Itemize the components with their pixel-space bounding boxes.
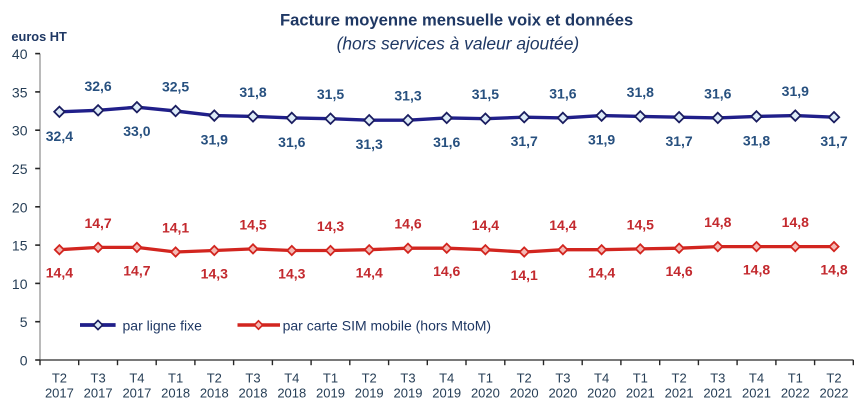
svg-text:14,5: 14,5: [239, 216, 266, 232]
svg-text:25: 25: [12, 161, 28, 177]
svg-text:T4: T4: [129, 371, 144, 386]
svg-text:Facture moyenne mensuelle voix: Facture moyenne mensuelle voix et donnée…: [280, 11, 633, 30]
svg-text:T3: T3: [555, 371, 570, 386]
svg-text:31,9: 31,9: [782, 83, 809, 99]
svg-text:2019: 2019: [432, 386, 461, 401]
svg-text:31,6: 31,6: [549, 85, 576, 101]
svg-text:T1: T1: [323, 371, 338, 386]
svg-text:32,6: 32,6: [84, 78, 111, 94]
svg-text:14,1: 14,1: [511, 267, 538, 283]
svg-text:10: 10: [12, 276, 28, 292]
svg-text:T2: T2: [672, 371, 687, 386]
svg-text:14,3: 14,3: [201, 266, 228, 282]
svg-text:par carte SIM mobile (hors Mto: par carte SIM mobile (hors MtoM): [283, 318, 492, 334]
svg-text:euros HT: euros HT: [11, 29, 67, 44]
svg-text:31,7: 31,7: [511, 133, 538, 149]
svg-text:32,5: 32,5: [162, 79, 189, 95]
svg-text:14,6: 14,6: [433, 263, 460, 279]
svg-text:2017: 2017: [45, 386, 74, 401]
svg-text:14,8: 14,8: [704, 214, 731, 230]
svg-text:T2: T2: [52, 371, 67, 386]
svg-text:T2: T2: [517, 371, 532, 386]
svg-text:14,3: 14,3: [317, 218, 344, 234]
svg-text:T3: T3: [91, 371, 106, 386]
svg-text:20: 20: [12, 199, 28, 215]
svg-text:(hors services à valeur ajouté: (hors services à valeur ajoutée): [337, 34, 580, 54]
svg-text:31,6: 31,6: [278, 134, 305, 150]
svg-text:14,1: 14,1: [162, 220, 189, 236]
svg-text:2017: 2017: [122, 386, 151, 401]
svg-text:31,3: 31,3: [356, 136, 383, 152]
svg-text:31,3: 31,3: [394, 88, 421, 104]
svg-text:T1: T1: [633, 371, 648, 386]
svg-text:2021: 2021: [703, 386, 732, 401]
svg-text:14,8: 14,8: [820, 262, 847, 278]
svg-text:31,9: 31,9: [201, 132, 228, 148]
svg-text:14,4: 14,4: [472, 217, 499, 233]
svg-text:2022: 2022: [781, 386, 810, 401]
svg-text:2020: 2020: [548, 386, 577, 401]
svg-text:14,7: 14,7: [84, 215, 111, 231]
svg-text:31,6: 31,6: [704, 85, 731, 101]
svg-text:14,4: 14,4: [46, 265, 73, 281]
svg-text:14,4: 14,4: [356, 265, 383, 281]
svg-text:14,4: 14,4: [549, 217, 576, 233]
svg-text:T4: T4: [439, 371, 454, 386]
svg-text:2018: 2018: [239, 386, 268, 401]
svg-text:2018: 2018: [200, 386, 229, 401]
svg-text:14,4: 14,4: [588, 265, 615, 281]
svg-text:31,8: 31,8: [627, 84, 654, 100]
svg-text:T4: T4: [284, 371, 299, 386]
svg-text:31,5: 31,5: [472, 86, 499, 102]
svg-text:T3: T3: [710, 371, 725, 386]
svg-text:2020: 2020: [510, 386, 539, 401]
svg-text:T1: T1: [168, 371, 183, 386]
svg-text:T4: T4: [749, 371, 764, 386]
svg-text:2019: 2019: [316, 386, 345, 401]
svg-text:31,8: 31,8: [743, 132, 770, 148]
svg-text:par ligne fixe: par ligne fixe: [123, 318, 203, 334]
svg-text:2019: 2019: [394, 386, 423, 401]
svg-text:31,7: 31,7: [820, 133, 847, 149]
svg-text:14,6: 14,6: [665, 263, 692, 279]
svg-text:T1: T1: [478, 371, 493, 386]
svg-text:T2: T2: [362, 371, 377, 386]
svg-text:2019: 2019: [355, 386, 384, 401]
svg-text:T3: T3: [400, 371, 415, 386]
svg-text:14,8: 14,8: [782, 214, 809, 230]
svg-text:2021: 2021: [665, 386, 694, 401]
svg-text:2017: 2017: [84, 386, 113, 401]
svg-text:T2: T2: [826, 371, 841, 386]
svg-text:14,5: 14,5: [627, 216, 654, 232]
svg-text:14,6: 14,6: [394, 216, 421, 232]
svg-text:14,7: 14,7: [123, 262, 150, 278]
svg-text:30: 30: [12, 123, 28, 139]
svg-text:5: 5: [20, 314, 28, 330]
svg-text:2021: 2021: [742, 386, 771, 401]
svg-text:33,0: 33,0: [123, 123, 150, 139]
svg-text:2020: 2020: [587, 386, 616, 401]
svg-text:32,4: 32,4: [46, 128, 73, 144]
svg-text:31,5: 31,5: [317, 86, 344, 102]
svg-text:2020: 2020: [471, 386, 500, 401]
svg-text:14,3: 14,3: [278, 266, 305, 282]
svg-text:T1: T1: [788, 371, 803, 386]
svg-text:35: 35: [12, 84, 28, 100]
svg-text:40: 40: [12, 46, 28, 62]
svg-text:T4: T4: [594, 371, 609, 386]
svg-text:0: 0: [20, 353, 28, 369]
svg-text:31,8: 31,8: [239, 84, 266, 100]
svg-text:31,7: 31,7: [665, 133, 692, 149]
svg-text:31,6: 31,6: [433, 134, 460, 150]
svg-text:15: 15: [12, 238, 28, 254]
svg-text:T2: T2: [207, 371, 222, 386]
svg-text:2021: 2021: [626, 386, 655, 401]
svg-text:T3: T3: [245, 371, 260, 386]
svg-text:31,9: 31,9: [588, 132, 615, 148]
svg-text:2018: 2018: [161, 386, 190, 401]
svg-text:2022: 2022: [820, 386, 849, 401]
svg-text:2018: 2018: [277, 386, 306, 401]
svg-text:14,8: 14,8: [743, 262, 770, 278]
